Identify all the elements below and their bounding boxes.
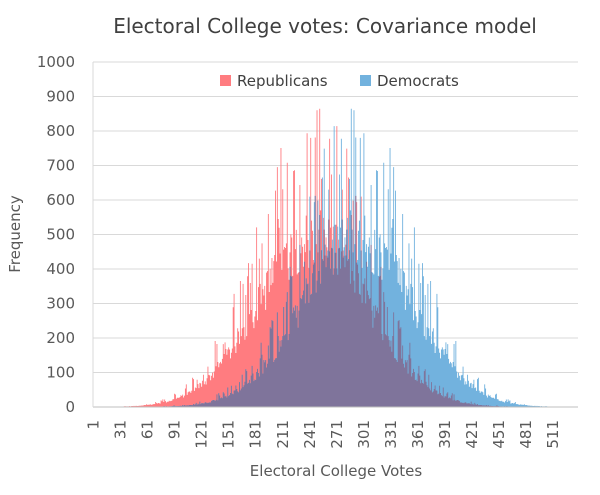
x-tick-label: 421: [463, 420, 481, 449]
x-tick-label: 31: [111, 420, 129, 439]
y-tick-label: 700: [46, 157, 75, 175]
chart-title: Electoral College votes: Covariance mode…: [113, 14, 537, 38]
y-tick-label: 600: [46, 191, 75, 209]
y-tick-label: 1000: [37, 53, 75, 71]
x-tick-label: 361: [409, 420, 427, 449]
x-tick-label: 241: [301, 420, 319, 449]
x-tick-label: 91: [166, 420, 184, 439]
legend: Republicans Democrats: [220, 72, 459, 90]
x-tick-label: 1: [84, 420, 102, 430]
y-tick-label: 800: [46, 122, 75, 140]
x-tick-label: 211: [274, 420, 292, 449]
x-tick-label: 151: [220, 420, 238, 449]
y-tick-label: 0: [65, 398, 75, 416]
legend-swatch-democrats: [360, 75, 371, 86]
y-tick-label: 100: [46, 364, 75, 382]
x-axis-label: Electoral College Votes: [250, 462, 423, 480]
x-tick-label: 301: [355, 420, 373, 449]
y-tick-label: 200: [46, 329, 75, 347]
series-areas: [93, 108, 578, 407]
legend-label-republicans: Republicans: [237, 72, 328, 90]
x-tick-label: 121: [193, 420, 211, 449]
x-tick-label: 61: [139, 420, 157, 439]
y-tick-label: 400: [46, 260, 75, 278]
y-tick-label: 900: [46, 88, 75, 106]
x-tick-label: 481: [517, 420, 535, 449]
x-tick-label: 181: [247, 420, 265, 449]
y-tick-labels: 0 100 200 300 400 500 600 700 800 900 1000: [37, 53, 75, 416]
y-tick-label: 300: [46, 295, 75, 313]
x-tick-label: 391: [436, 420, 454, 449]
y-axis-label: Frequency: [6, 195, 24, 273]
y-tick-label: 500: [46, 226, 75, 244]
x-tick-label: 271: [328, 420, 346, 449]
x-tick-labels: 1 31 61 91 121 151 181 211 241 271 301 331 361 391 421…: [84, 420, 562, 449]
x-tick-label: 511: [544, 420, 562, 449]
x-tick-label: 451: [490, 420, 508, 449]
area-overlap: [93, 195, 578, 407]
x-tick-label: 331: [382, 420, 400, 449]
legend-swatch-republicans: [220, 75, 231, 86]
legend-label-democrats: Democrats: [377, 72, 459, 90]
